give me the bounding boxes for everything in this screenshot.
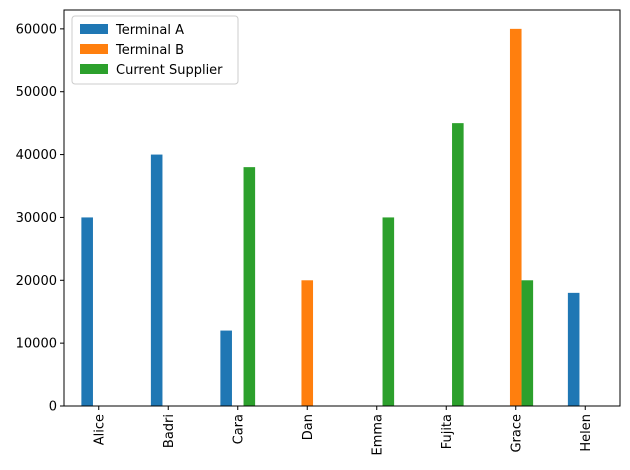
y-tick-label: 40000 <box>16 148 57 163</box>
bar-current-supplier-emma <box>382 217 395 406</box>
legend-swatch-terminal-b <box>80 44 108 54</box>
bar-terminal-b-dan <box>301 280 314 406</box>
x-tick-label-helen: Helen <box>579 414 594 452</box>
x-tick-label-dan: Dan <box>301 414 316 440</box>
bar-terminal-a-badri <box>150 154 163 406</box>
y-tick-label: 60000 <box>16 22 57 37</box>
y-tick-label: 0 <box>49 400 57 415</box>
y-axis: 0 10000 20000 30000 40000 50000 60000 <box>16 22 64 415</box>
legend-label-terminal-b: Terminal B <box>115 43 184 58</box>
x-tick-label-emma: Emma <box>370 414 385 456</box>
bar-terminal-a-cara <box>220 330 232 406</box>
bar-terminal-a-helen <box>567 292 580 406</box>
x-tick-label-cara: Cara <box>231 414 246 444</box>
legend-label-terminal-a: Terminal A <box>115 23 184 38</box>
y-tick-label: 30000 <box>16 211 57 226</box>
legend-label-current-supplier: Current Supplier <box>116 63 223 78</box>
y-tick-label: 50000 <box>16 85 57 100</box>
bars-group <box>81 28 580 407</box>
x-tick-label-grace: Grace <box>509 414 524 453</box>
bar-current-supplier-grace <box>521 280 534 406</box>
bar-current-supplier-cara <box>243 167 256 406</box>
legend-swatch-current-supplier <box>80 64 108 74</box>
legend: Terminal A Terminal B Current Supplier <box>71 15 239 85</box>
plot-frame <box>63 9 621 407</box>
x-axis: Alice Badri Cara Dan Emma Fujita Grace Helen <box>92 406 594 456</box>
x-tick-label-alice: Alice <box>92 414 107 445</box>
y-tick-label: 10000 <box>16 337 57 352</box>
legend-swatch-terminal-a <box>80 24 108 34</box>
bar-terminal-b-grace <box>509 28 522 407</box>
x-tick-label-badri: Badri <box>162 414 177 448</box>
legend-box <box>71 15 239 85</box>
x-tick-label-fujita: Fujita <box>440 414 455 449</box>
y-tick-label: 20000 <box>16 274 57 289</box>
bar-terminal-a-alice <box>81 217 93 406</box>
bar-current-supplier-fujita <box>452 123 464 406</box>
